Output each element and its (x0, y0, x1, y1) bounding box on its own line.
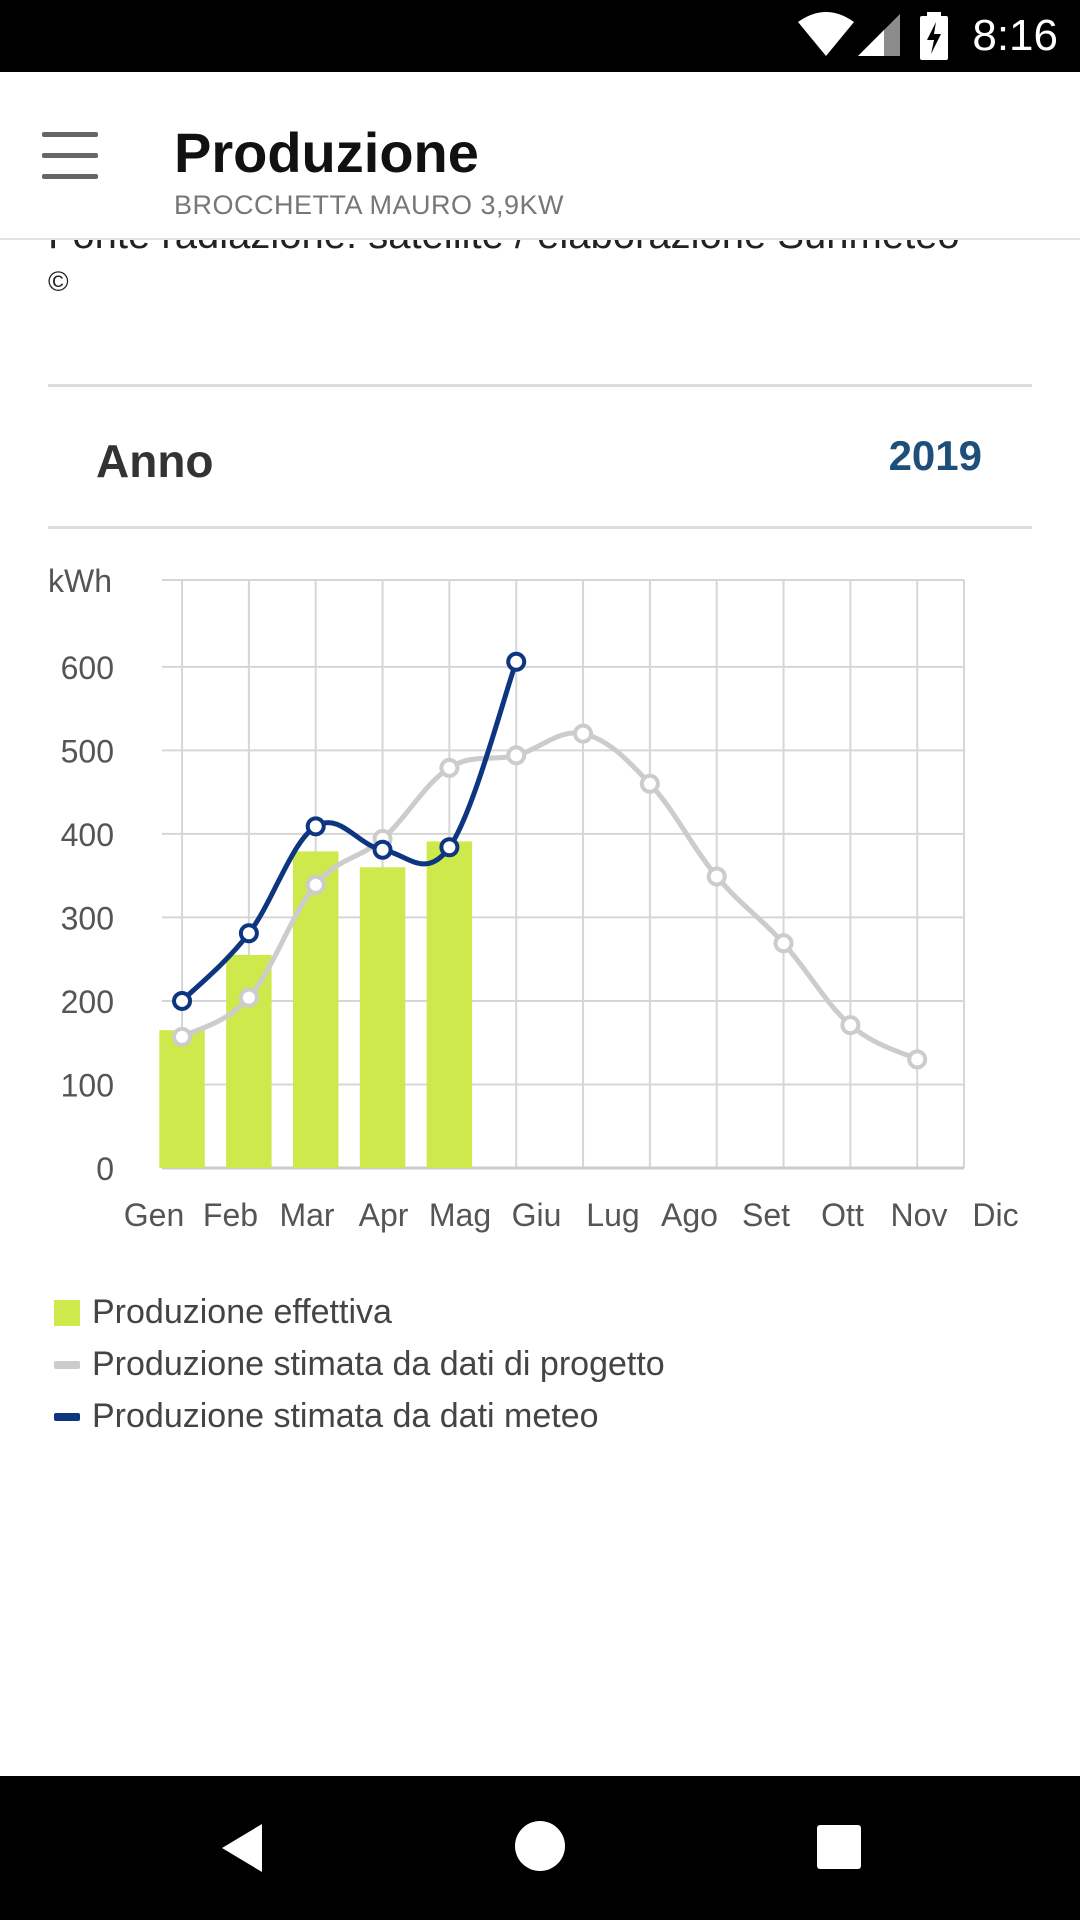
navigation-bar (0, 1776, 1080, 1920)
bar-gen (159, 1030, 205, 1168)
point-meteo-apr (372, 839, 393, 860)
x-tick-label-gen: Gen (124, 1197, 184, 1233)
x-tick-label-mag: Mag (429, 1197, 491, 1233)
period-label: Anno (96, 435, 214, 487)
chart-svg: kWh 0 100 200 300 400 500 600 Gen Feb Mar Apr Mag Giu… (48, 563, 1019, 1233)
x-tick-label-set: Set (742, 1197, 790, 1233)
copyright-symbol: © (48, 266, 69, 297)
status-time: 8:16 (972, 11, 1058, 60)
y-tick-label: 100 (61, 1067, 114, 1103)
page-title: Produzione (174, 121, 479, 184)
point-meteo-giu (506, 651, 527, 672)
y-tick-label: 400 (61, 817, 114, 853)
app-bar: Produzione BROCCHETTA MAURO 3,9KW (0, 72, 1080, 240)
legend-swatch-progetto (54, 1361, 80, 1369)
signal-icon (858, 14, 900, 56)
back-icon[interactable] (214, 1820, 270, 1876)
point-progetto-feb (238, 987, 259, 1008)
status-bar: 8:16 (0, 0, 1080, 72)
content-area: Fonte radiazione: satellite / elaborazio… (0, 238, 1080, 1776)
point-meteo-feb (238, 923, 259, 944)
series-line-progetto (180, 730, 919, 1062)
recents-icon[interactable] (816, 1824, 862, 1870)
point-progetto-giu (506, 745, 527, 766)
point-progetto-set (706, 866, 727, 887)
x-tick-label-ago: Ago (661, 1197, 718, 1233)
plant-subtitle: BROCCHETTA MAURO 3,9KW (174, 190, 565, 220)
y-axis-label: kWh (48, 568, 112, 599)
legend-label-meteo: Produzione stimata da dati meteo (92, 1397, 599, 1435)
y-tick-label: 300 (61, 900, 114, 936)
legend-item-effettiva: Produzione effettiva (54, 1286, 665, 1338)
point-progetto-dic (907, 1049, 928, 1070)
x-tick-label-giu: Giu (512, 1197, 562, 1233)
point-progetto-lug (573, 723, 594, 744)
x-tick-label-feb: Feb (203, 1197, 258, 1233)
bar-apr (359, 867, 406, 1168)
y-tick-label: 500 (61, 733, 114, 769)
y-tick-label: 200 (61, 984, 114, 1020)
home-icon[interactable] (514, 1820, 566, 1872)
production-chart: kWh 0 100 200 300 400 500 600 Gen Feb Mar Apr Mag Giu… (0, 563, 1080, 1328)
point-progetto-mag (439, 757, 460, 778)
y-tick-label: 0 (96, 1151, 114, 1187)
x-tick-label-lug: Lug (586, 1197, 639, 1233)
point-meteo-gen (172, 990, 193, 1011)
radiation-source-note: Fonte radiazione: satellite / elaborazio… (48, 238, 1028, 304)
legend-item-progetto: Produzione stimata da dati di progetto (54, 1338, 665, 1390)
bar-mar (292, 851, 339, 1168)
x-tick-label-mar: Mar (279, 1197, 334, 1233)
bar-mag (426, 841, 473, 1168)
point-progetto-gen (172, 1026, 193, 1047)
point-meteo-mag (439, 837, 460, 858)
legend-label-effettiva: Produzione effettiva (92, 1293, 392, 1331)
legend-item-meteo: Produzione stimata da dati meteo (54, 1390, 665, 1442)
period-selector[interactable]: 2019 (888, 432, 982, 479)
point-progetto-nov (840, 1015, 861, 1036)
radiation-source-text: Fonte radiazione: satellite / elaborazio… (48, 238, 1028, 260)
x-tick-label-ott: Ott (821, 1197, 864, 1233)
bar-feb (226, 955, 272, 1168)
x-tick-label-dic: Dic (972, 1197, 1018, 1233)
y-tick-label: 600 (61, 650, 114, 686)
legend-swatch-meteo (54, 1413, 80, 1421)
point-progetto-mar (305, 874, 326, 895)
battery-charging-icon (920, 12, 948, 60)
hamburger-menu-icon[interactable] (38, 128, 106, 182)
point-progetto-ott (773, 933, 794, 954)
wifi-icon (798, 12, 854, 56)
legend-label-progetto: Produzione stimata da dati di progetto (92, 1345, 665, 1383)
divider-top (48, 384, 1032, 387)
chart-legend: Produzione effettiva Produzione stimata … (54, 1286, 665, 1442)
x-tick-label-nov: Nov (891, 1197, 948, 1233)
legend-swatch-effettiva (54, 1300, 80, 1326)
x-tick-label-apr: Apr (359, 1197, 409, 1233)
point-meteo-mar (305, 816, 326, 837)
divider-bottom (48, 526, 1032, 529)
point-progetto-ago (639, 773, 660, 794)
